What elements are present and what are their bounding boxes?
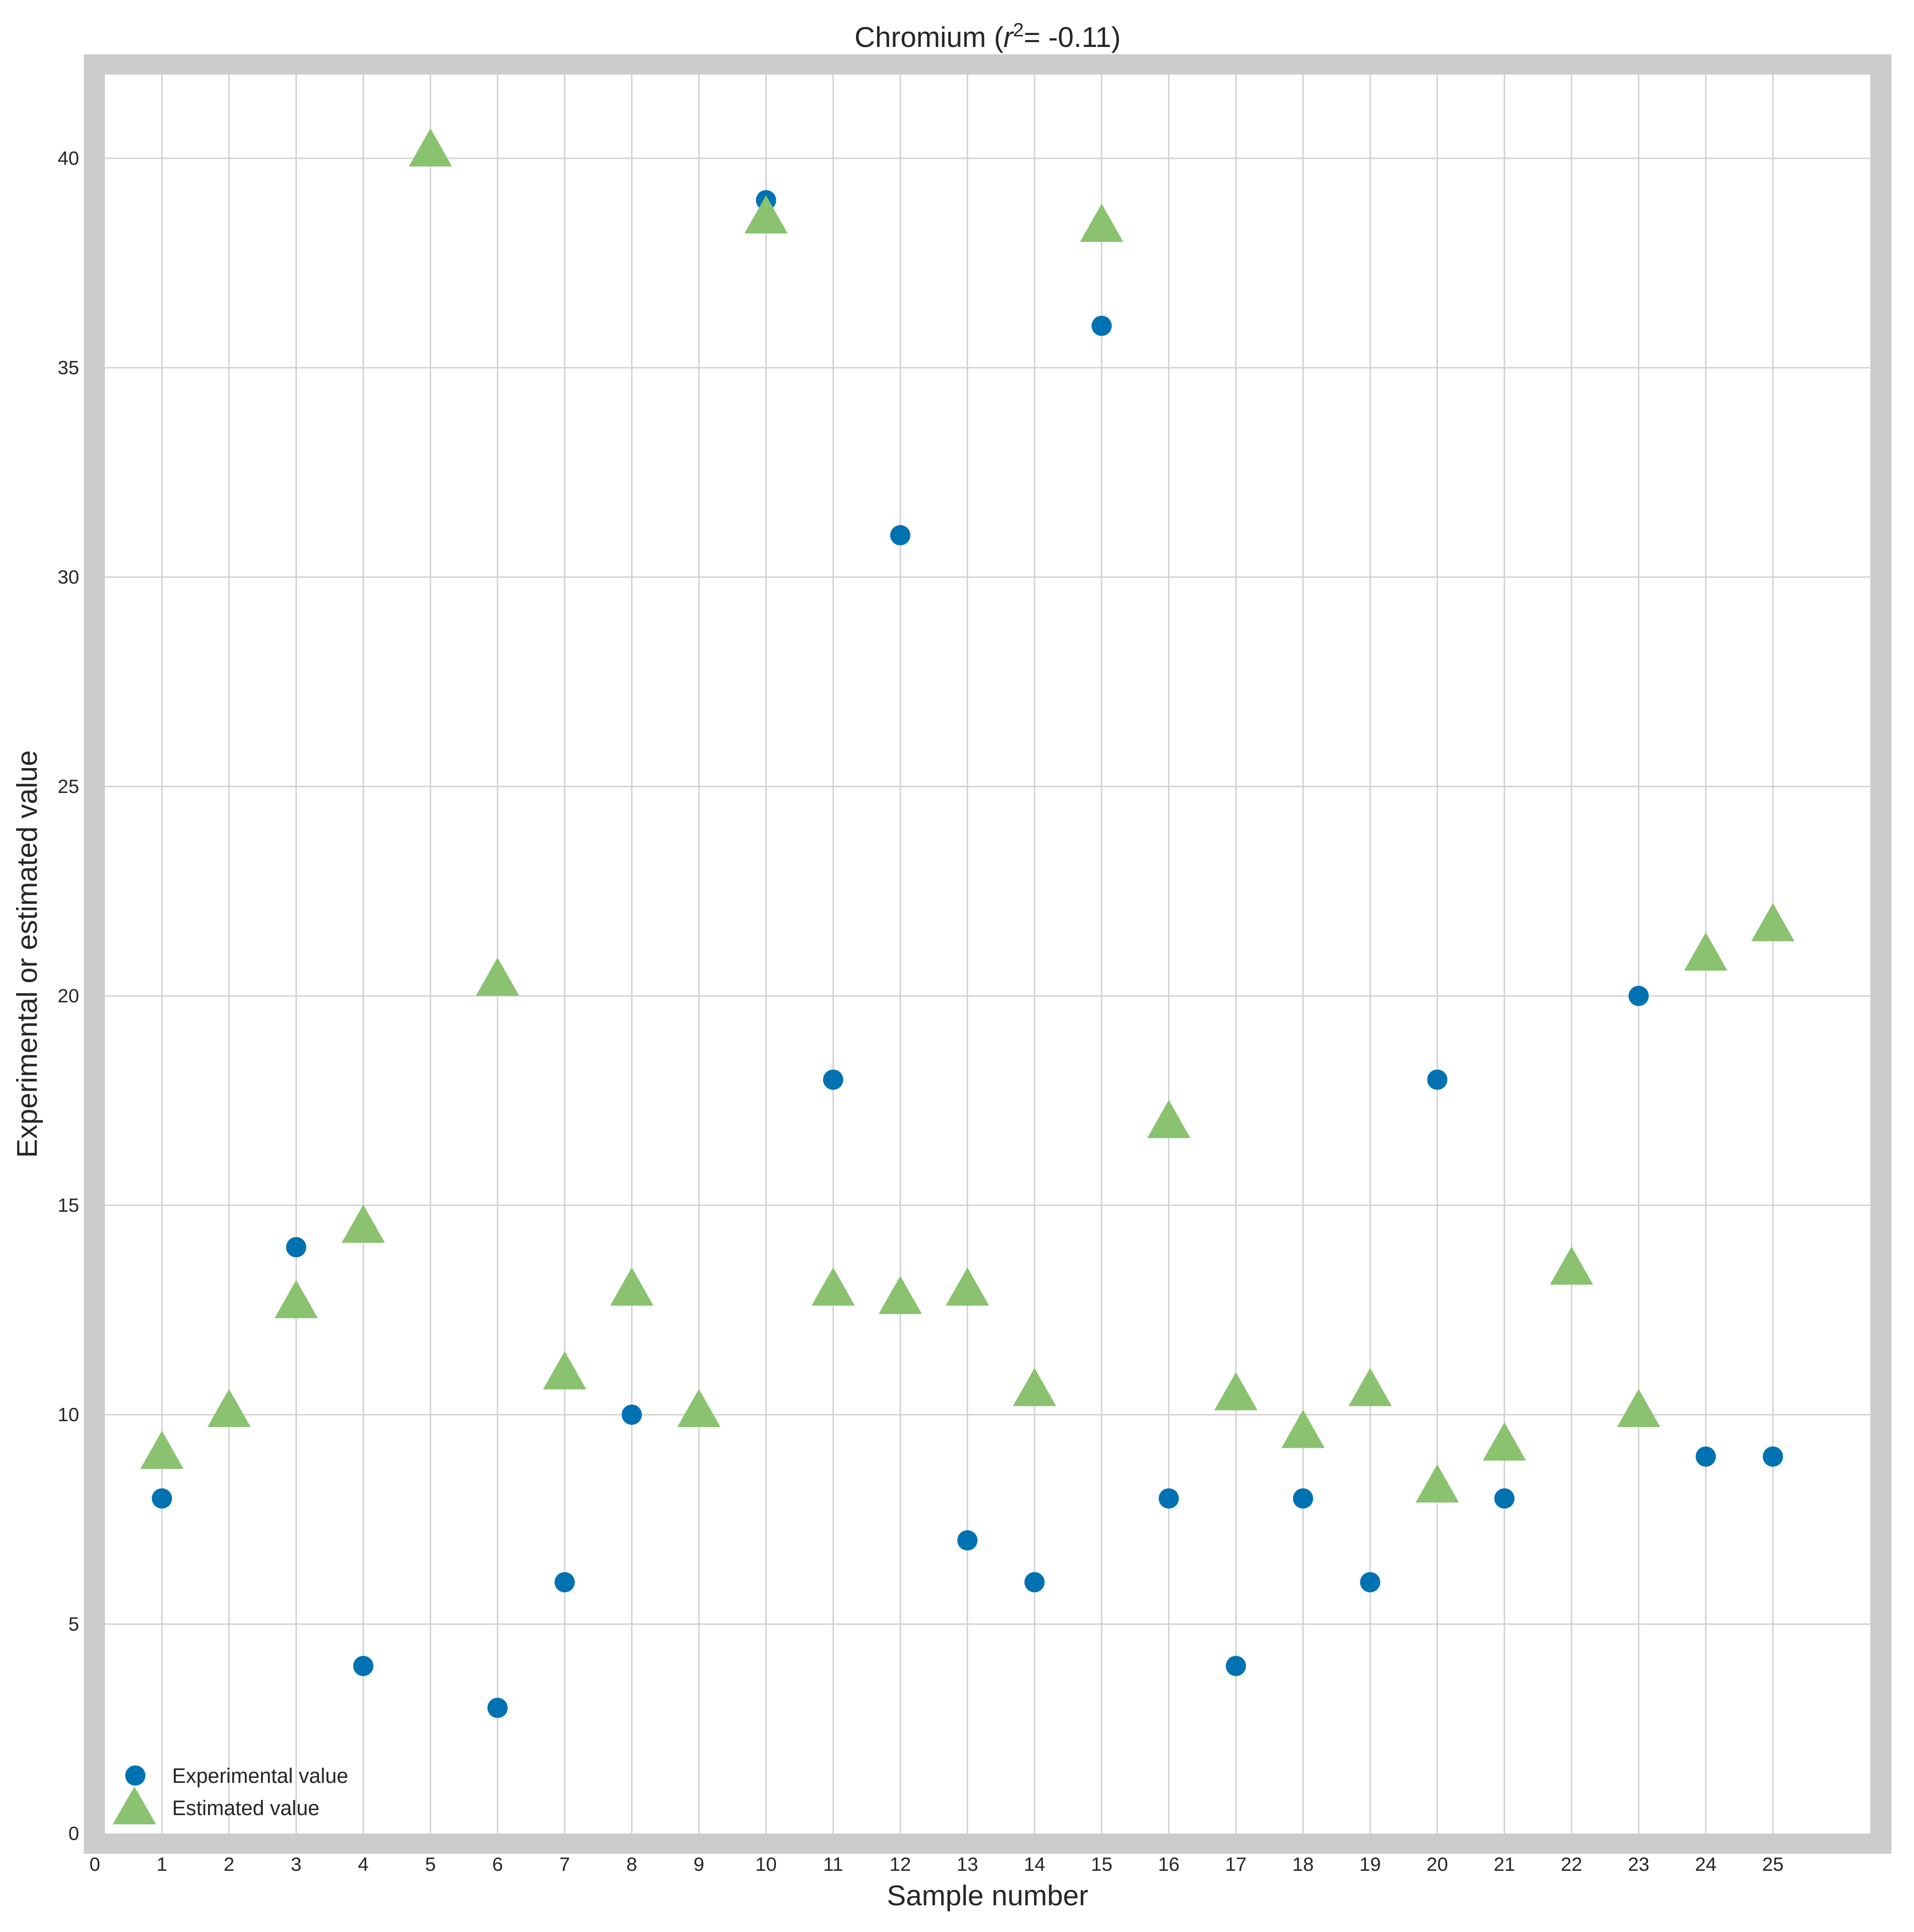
estimated-point xyxy=(744,195,788,234)
x-tick-label: 14 xyxy=(1024,1853,1046,1875)
estimated-point xyxy=(140,1430,184,1469)
x-tick-label: 0 xyxy=(89,1853,100,1875)
y-axis-label: Experimental or estimated value xyxy=(12,750,43,1158)
x-tick-label: 1 xyxy=(156,1853,167,1875)
x-axis-label: Sample number xyxy=(887,1880,1088,1912)
x-tick-label: 19 xyxy=(1359,1853,1381,1875)
estimated-point xyxy=(1147,1100,1191,1138)
y-tick-label: 15 xyxy=(58,1194,79,1216)
estimated-point xyxy=(610,1267,653,1306)
x-tick-label: 17 xyxy=(1225,1853,1247,1875)
estimated-point xyxy=(274,1280,318,1319)
x-tick-label: 24 xyxy=(1695,1853,1717,1875)
estimated-point xyxy=(1012,1368,1056,1406)
estimated-point xyxy=(1416,1464,1459,1503)
y-tick-label: 0 xyxy=(69,1822,79,1844)
y-tick-label: 20 xyxy=(58,985,79,1006)
experimental-point xyxy=(621,1405,642,1425)
experimental-point xyxy=(151,1488,172,1509)
estimated-point xyxy=(1751,903,1795,942)
experimental-point xyxy=(1763,1446,1783,1467)
estimated-point xyxy=(1482,1422,1526,1461)
estimated-point xyxy=(1281,1410,1325,1448)
experimental-point xyxy=(823,1070,844,1090)
experimental-point xyxy=(1226,1656,1246,1676)
x-tick-label: 3 xyxy=(291,1853,301,1875)
experimental-point xyxy=(353,1656,374,1676)
estimated-point xyxy=(677,1388,721,1427)
x-tick-label: 10 xyxy=(755,1853,777,1875)
experimental-point xyxy=(487,1698,508,1718)
experimental-point xyxy=(1360,1572,1381,1592)
estimated-point xyxy=(811,1267,855,1306)
estimated-point xyxy=(207,1388,251,1427)
experimental-point xyxy=(1293,1488,1313,1509)
x-tick-label: 23 xyxy=(1628,1853,1649,1875)
estimated-point xyxy=(1684,932,1728,971)
experimental-point xyxy=(890,525,911,545)
experimental-point xyxy=(1024,1572,1045,1592)
estimated-point xyxy=(543,1351,586,1389)
experimental-point xyxy=(1695,1446,1716,1467)
x-tick-label: 15 xyxy=(1091,1853,1112,1875)
x-tick-label: 12 xyxy=(890,1853,911,1875)
chart-title: Chromium (r2= -0.11) xyxy=(855,19,1121,54)
estimated-point xyxy=(1080,203,1123,242)
x-tick-label: 13 xyxy=(957,1853,978,1875)
x-tick-label: 9 xyxy=(694,1853,704,1875)
x-tick-label: 7 xyxy=(559,1853,570,1875)
estimated-point xyxy=(1617,1388,1660,1427)
experimental-point xyxy=(1494,1488,1515,1509)
experimental-point xyxy=(1158,1488,1179,1509)
markers xyxy=(140,128,1795,1718)
estimated-point xyxy=(1214,1372,1258,1411)
y-tick-label: 10 xyxy=(58,1404,79,1425)
experimental-point xyxy=(286,1237,306,1257)
estimated-point xyxy=(879,1276,922,1314)
legend: Experimental value Estimated value xyxy=(113,1764,348,1824)
y-tick-label: 35 xyxy=(58,357,79,378)
x-tick-label: 6 xyxy=(492,1853,503,1875)
x-tick-label: 21 xyxy=(1494,1853,1515,1875)
experimental-point xyxy=(1628,986,1649,1006)
x-tick-label: 8 xyxy=(626,1853,637,1875)
x-tick-label: 16 xyxy=(1158,1853,1180,1875)
x-tick-label: 18 xyxy=(1292,1853,1314,1875)
x-tick-label: 11 xyxy=(823,1853,844,1875)
x-tick-label: 4 xyxy=(358,1853,369,1875)
x-tick-label: 22 xyxy=(1561,1853,1582,1875)
y-tick-label: 5 xyxy=(69,1613,79,1635)
estimated-point xyxy=(1550,1246,1593,1285)
x-tick-label: 20 xyxy=(1427,1853,1448,1875)
x-tick-label: 25 xyxy=(1762,1853,1784,1875)
experimental-point xyxy=(554,1572,575,1592)
legend-estimated-label: Estimated value xyxy=(172,1796,319,1820)
legend-experimental-marker xyxy=(125,1765,145,1786)
estimated-point xyxy=(476,957,520,996)
grid xyxy=(105,75,1870,1834)
y-tick-label: 25 xyxy=(58,775,79,797)
estimated-point xyxy=(946,1267,989,1306)
estimated-point xyxy=(1348,1368,1392,1406)
legend-experimental-label: Experimental value xyxy=(172,1764,348,1787)
y-tick-label: 40 xyxy=(58,147,79,169)
experimental-point xyxy=(1427,1070,1448,1090)
legend-estimated-marker xyxy=(113,1787,156,1824)
y-tick-label: 30 xyxy=(58,566,79,588)
tick-labels: 0 1 2 3 4 5 6 7 8 9 10 11 12 13 14 15 16 17 18 19 20 21 22 23 24… xyxy=(58,147,1783,1875)
experimental-point xyxy=(1091,316,1112,336)
estimated-point xyxy=(341,1204,385,1243)
estimated-point xyxy=(409,128,452,167)
x-tick-label: 5 xyxy=(425,1853,436,1875)
x-tick-label: 2 xyxy=(224,1853,234,1875)
experimental-point xyxy=(957,1530,978,1550)
plot-area xyxy=(105,75,1870,1834)
